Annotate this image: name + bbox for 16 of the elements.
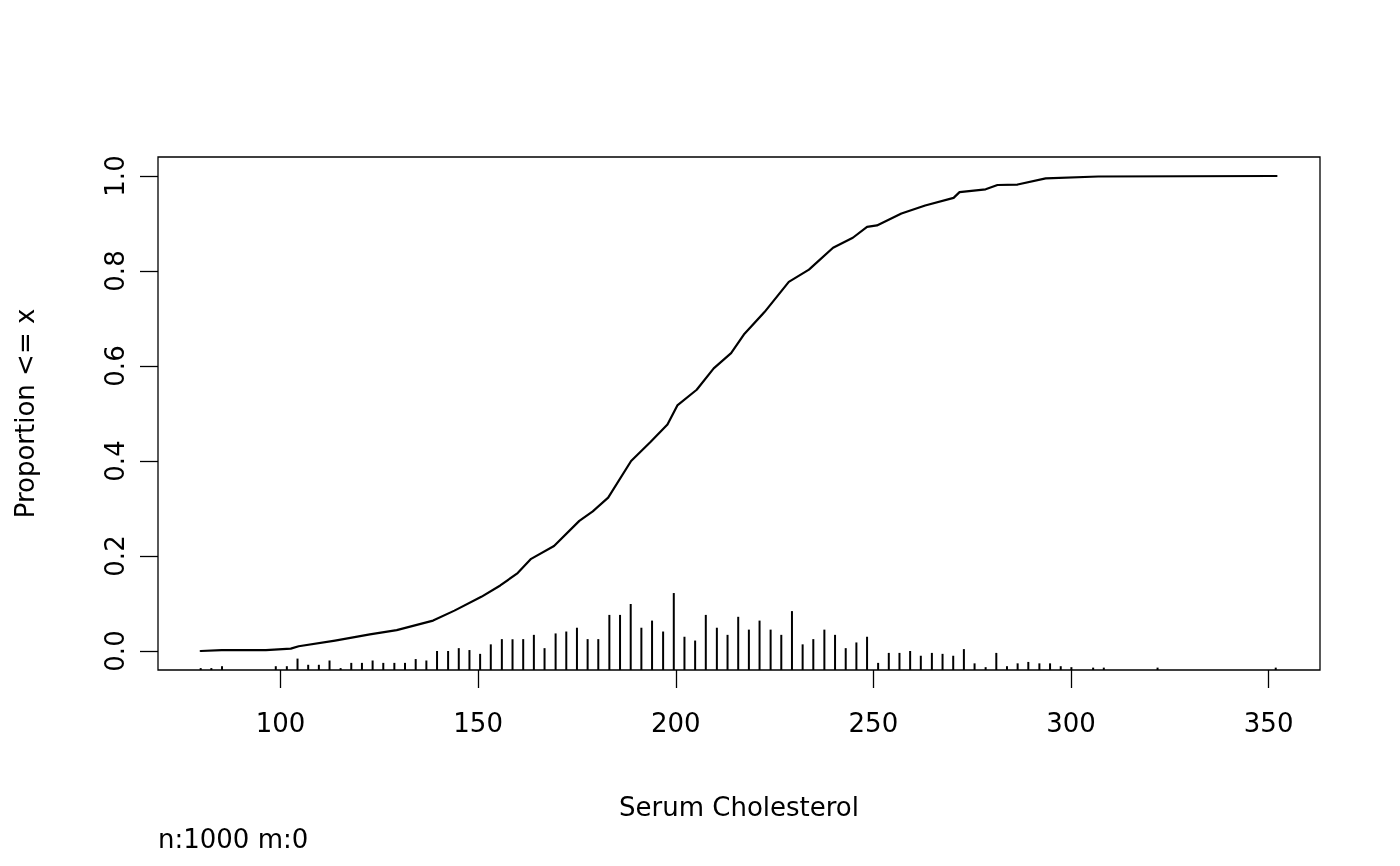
x-tick-label: 250 [848, 708, 899, 738]
x-tick-label: 200 [650, 708, 701, 738]
y-tick-label: 0.4 [100, 440, 130, 482]
y-tick-label: 0.8 [100, 250, 130, 292]
x-tick-label: 150 [453, 708, 503, 738]
x-tick-label: 350 [1243, 708, 1294, 738]
x-tick-label: 300 [1046, 708, 1096, 738]
x-tick-label: 100 [255, 708, 306, 738]
x-axis-title: Serum Cholesterol [618, 792, 860, 822]
y-tick-label: 0.0 [100, 630, 130, 672]
y-axis-title: Proportion <= x [10, 308, 40, 519]
line-series [199, 174, 1278, 653]
text: n:1000 m:0 [158, 824, 309, 854]
y-tick-label: 1.0 [100, 155, 130, 197]
y-tick-label: 0.6 [100, 345, 130, 387]
y-tick-label: 0.2 [100, 535, 130, 577]
